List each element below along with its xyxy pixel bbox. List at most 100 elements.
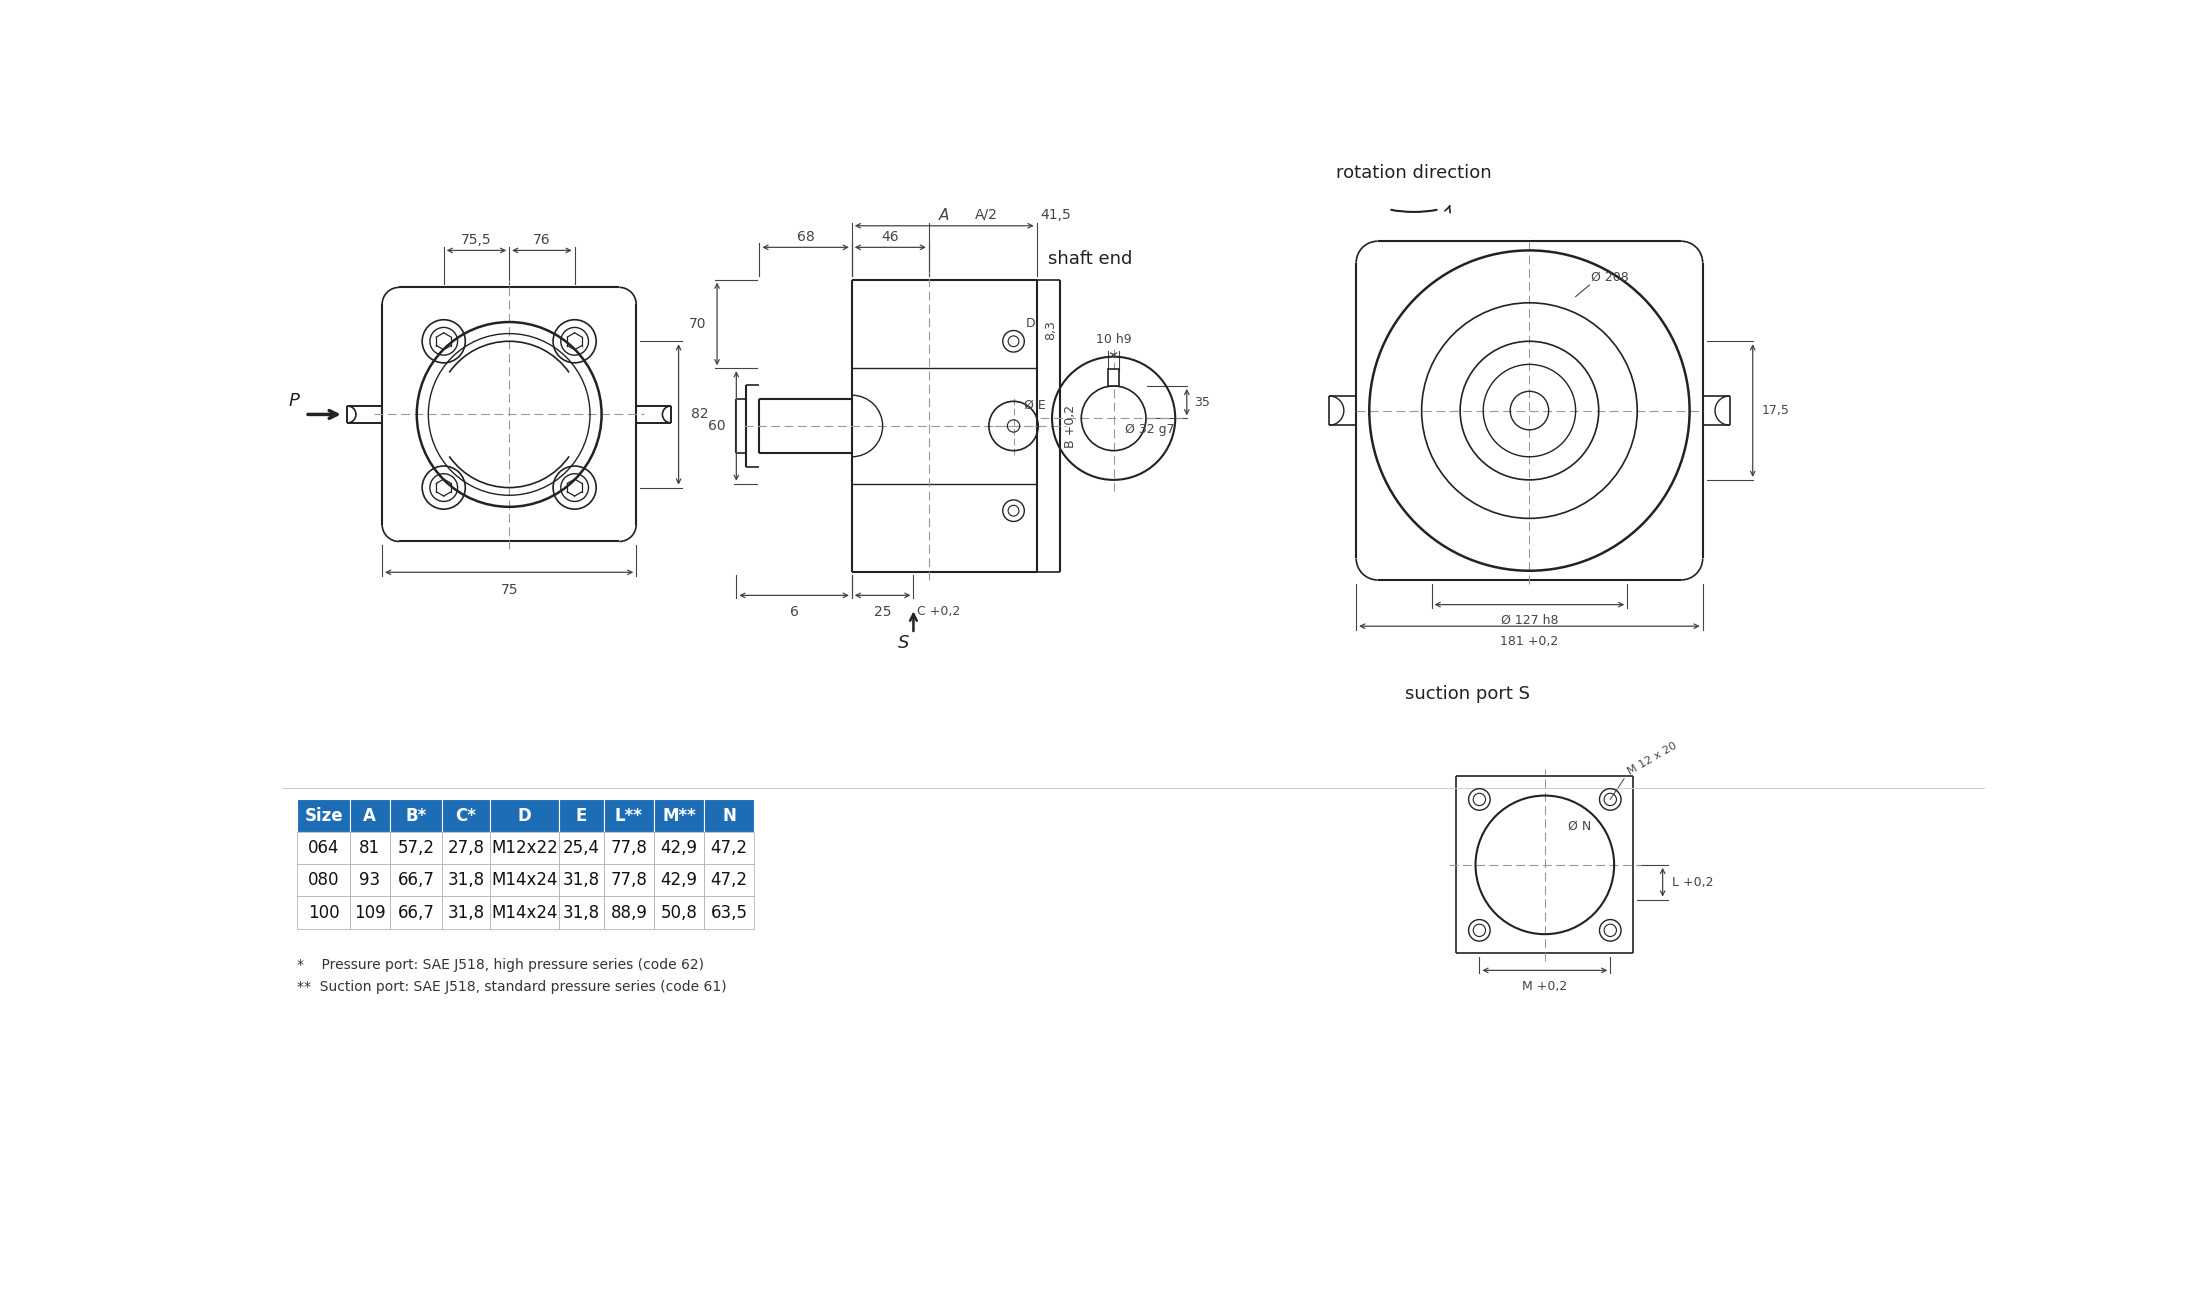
Text: 080: 080 — [307, 871, 338, 889]
Text: 8,3: 8,3 — [1044, 319, 1057, 339]
Bar — [296, 896, 349, 928]
Bar — [604, 896, 655, 928]
Text: 31,8: 31,8 — [447, 904, 484, 922]
Bar — [604, 865, 655, 896]
Text: C +0,2: C +0,2 — [918, 605, 960, 618]
Text: 66,7: 66,7 — [398, 904, 434, 922]
Bar — [560, 865, 604, 896]
Text: A: A — [363, 807, 376, 824]
Text: M14x24: M14x24 — [491, 904, 557, 922]
Bar — [442, 832, 489, 865]
Text: 064: 064 — [307, 838, 338, 857]
Bar — [442, 865, 489, 896]
Text: M 12 x 20: M 12 x 20 — [1626, 741, 1679, 776]
Bar — [604, 799, 655, 832]
Bar — [442, 799, 489, 832]
Text: 27,8: 27,8 — [447, 838, 484, 857]
Text: M14x24: M14x24 — [491, 871, 557, 889]
Text: 42,9: 42,9 — [661, 871, 697, 889]
Bar — [655, 896, 703, 928]
Bar — [389, 799, 442, 832]
Text: 17,5: 17,5 — [1763, 404, 1790, 417]
Text: C*: C* — [456, 807, 476, 824]
Bar — [604, 832, 655, 865]
Bar — [349, 799, 389, 832]
Bar — [489, 896, 560, 928]
Text: 66,7: 66,7 — [398, 871, 434, 889]
Text: Ø 208: Ø 208 — [1590, 270, 1628, 283]
Bar — [349, 896, 389, 928]
Text: E: E — [575, 807, 586, 824]
Bar — [560, 799, 604, 832]
Text: 31,8: 31,8 — [447, 871, 484, 889]
Text: 181 +0,2: 181 +0,2 — [1500, 635, 1559, 648]
Text: 75: 75 — [500, 583, 518, 597]
Bar — [296, 799, 349, 832]
Bar — [560, 896, 604, 928]
Text: D: D — [1026, 317, 1035, 330]
Text: 42,9: 42,9 — [661, 838, 697, 857]
Text: **  Suction port: SAE J518, standard pressure series (code 61): ** Suction port: SAE J518, standard pres… — [296, 979, 728, 994]
Bar — [703, 832, 754, 865]
Text: Ø 32 g7: Ø 32 g7 — [1126, 424, 1175, 437]
Text: 63,5: 63,5 — [710, 904, 748, 922]
Bar — [296, 865, 349, 896]
Bar — [489, 799, 560, 832]
Bar — [703, 799, 754, 832]
Text: suction port S: suction port S — [1405, 685, 1531, 703]
Text: 77,8: 77,8 — [611, 838, 648, 857]
Bar — [442, 896, 489, 928]
Text: N: N — [721, 807, 737, 824]
Text: *    Pressure port: SAE J518, high pressure series (code 62): * Pressure port: SAE J518, high pressure… — [296, 958, 703, 971]
Text: P: P — [288, 391, 299, 409]
Bar — [349, 865, 389, 896]
Text: 100: 100 — [307, 904, 338, 922]
Bar — [349, 832, 389, 865]
Text: 68: 68 — [796, 230, 814, 244]
Text: 88,9: 88,9 — [611, 904, 648, 922]
Text: Ø N: Ø N — [1568, 819, 1590, 832]
Text: 47,2: 47,2 — [710, 871, 748, 889]
Text: 47,2: 47,2 — [710, 838, 748, 857]
Text: 77,8: 77,8 — [611, 871, 648, 889]
Text: D: D — [518, 807, 531, 824]
Text: B +0,2: B +0,2 — [1064, 404, 1077, 447]
Text: A: A — [940, 207, 949, 223]
Bar — [389, 832, 442, 865]
Bar — [389, 865, 442, 896]
Bar — [296, 832, 349, 865]
Bar — [655, 799, 703, 832]
Text: Ø E: Ø E — [1024, 399, 1046, 412]
Text: 25: 25 — [874, 605, 891, 619]
Text: 35: 35 — [1194, 395, 1210, 408]
Text: A/2: A/2 — [975, 209, 998, 222]
Bar — [489, 832, 560, 865]
Text: rotation direction: rotation direction — [1336, 164, 1491, 183]
Text: S: S — [898, 634, 909, 652]
Bar — [489, 865, 560, 896]
Bar — [389, 896, 442, 928]
Text: 109: 109 — [354, 904, 385, 922]
Text: Ø 127 h8: Ø 127 h8 — [1500, 614, 1557, 627]
Bar — [703, 865, 754, 896]
Text: 25,4: 25,4 — [564, 838, 599, 857]
Text: M +0,2: M +0,2 — [1522, 979, 1568, 992]
Text: 81: 81 — [358, 838, 380, 857]
Text: Size: Size — [305, 807, 343, 824]
Text: L +0,2: L +0,2 — [1672, 876, 1714, 889]
Text: L**: L** — [615, 807, 644, 824]
Text: 76: 76 — [533, 232, 551, 246]
Text: 82: 82 — [690, 407, 708, 421]
Text: 46: 46 — [883, 230, 898, 244]
Bar — [703, 896, 754, 928]
Text: 41,5: 41,5 — [1040, 209, 1071, 222]
Text: 70: 70 — [688, 317, 706, 331]
Text: B*: B* — [405, 807, 427, 824]
Text: 10 h9: 10 h9 — [1095, 333, 1133, 346]
Text: 31,8: 31,8 — [564, 904, 599, 922]
Text: 75,5: 75,5 — [460, 232, 491, 246]
Text: 6: 6 — [790, 605, 799, 619]
Bar — [560, 832, 604, 865]
Text: shaft end: shaft end — [1048, 250, 1133, 269]
Text: 93: 93 — [358, 871, 380, 889]
